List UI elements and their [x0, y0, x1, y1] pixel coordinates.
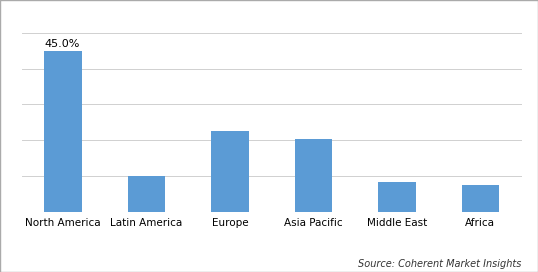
Bar — [295, 138, 332, 212]
Bar — [378, 182, 416, 212]
Bar — [211, 131, 249, 212]
Bar — [128, 176, 165, 212]
Bar — [44, 51, 82, 212]
Bar — [462, 185, 499, 212]
Text: 45.0%: 45.0% — [44, 39, 80, 49]
Text: Source: Coherent Market Insights: Source: Coherent Market Insights — [358, 259, 522, 269]
